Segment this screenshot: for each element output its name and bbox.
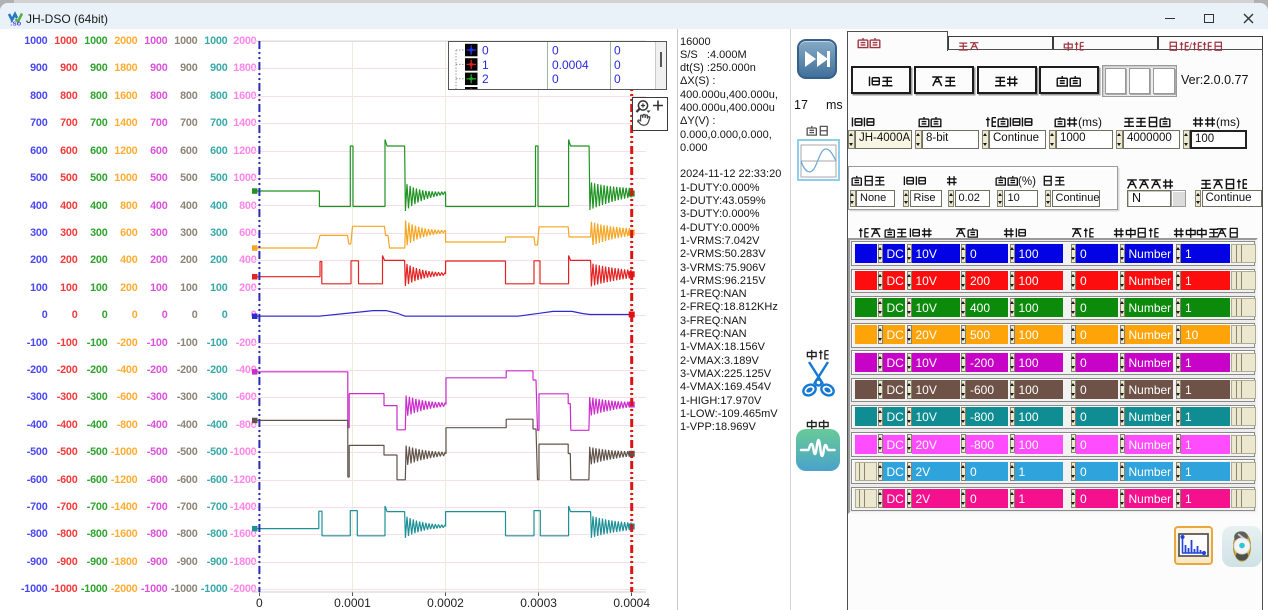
svg-text:0: 0	[614, 58, 621, 72]
svg-text::so: :so	[10, 19, 22, 27]
svg-text:2: 2	[482, 72, 489, 86]
svg-text:0: 0	[614, 43, 621, 57]
svg-text:0: 0	[552, 72, 559, 86]
svg-text:0.0004: 0.0004	[552, 58, 589, 72]
svg-text:0: 0	[552, 43, 559, 57]
svg-text:0: 0	[614, 72, 621, 86]
svg-text:1: 1	[482, 58, 489, 72]
svg-text:0: 0	[482, 43, 489, 57]
